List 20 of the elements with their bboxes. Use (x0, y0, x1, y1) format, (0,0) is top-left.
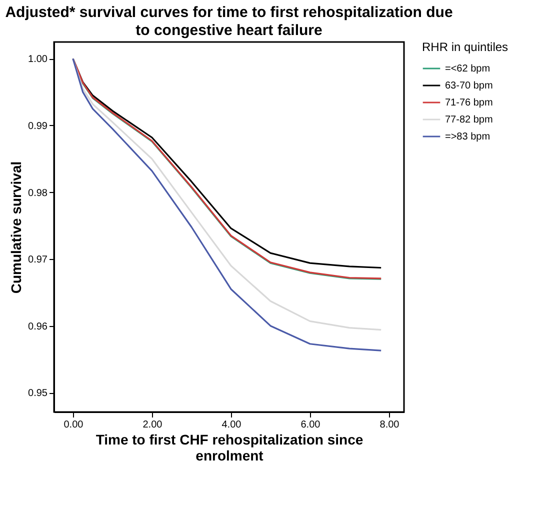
y-tick-label: 1.00 (28, 54, 48, 66)
y-tick-label: 0.98 (28, 188, 48, 199)
x-tick-label: 4.00 (222, 420, 242, 430)
y-tick-label: 0.96 (28, 321, 48, 332)
y-axis-title: Cumulative survival (8, 161, 24, 294)
y-tick-label: 0.95 (28, 388, 48, 400)
x-tick-label: 2.00 (142, 420, 163, 430)
legend-title: RHR in quintiles (422, 40, 508, 54)
legend-label: =<62 bpm (445, 64, 490, 74)
x-axis-title: Time to first CHF rehospitalization since enrolment (96, 432, 364, 464)
y-tick-label: 0.97 (28, 254, 48, 266)
x-tick-label: 0.00 (64, 420, 84, 430)
y-tick-label: 0.99 (28, 120, 48, 132)
legend-label: 63-70 bpm (445, 80, 493, 92)
legend-label: 77-82 bpm (445, 114, 493, 126)
legend-label: 71-76 bpm (445, 98, 493, 108)
legend-label: =>83 bpm (445, 132, 490, 142)
x-tick-label: 6.00 (300, 420, 321, 430)
chart-title: Adjusted* survival curves for time to first rehospitalization due to congestive heart failure (5, 4, 453, 39)
x-tick-label: 8.00 (380, 420, 400, 430)
